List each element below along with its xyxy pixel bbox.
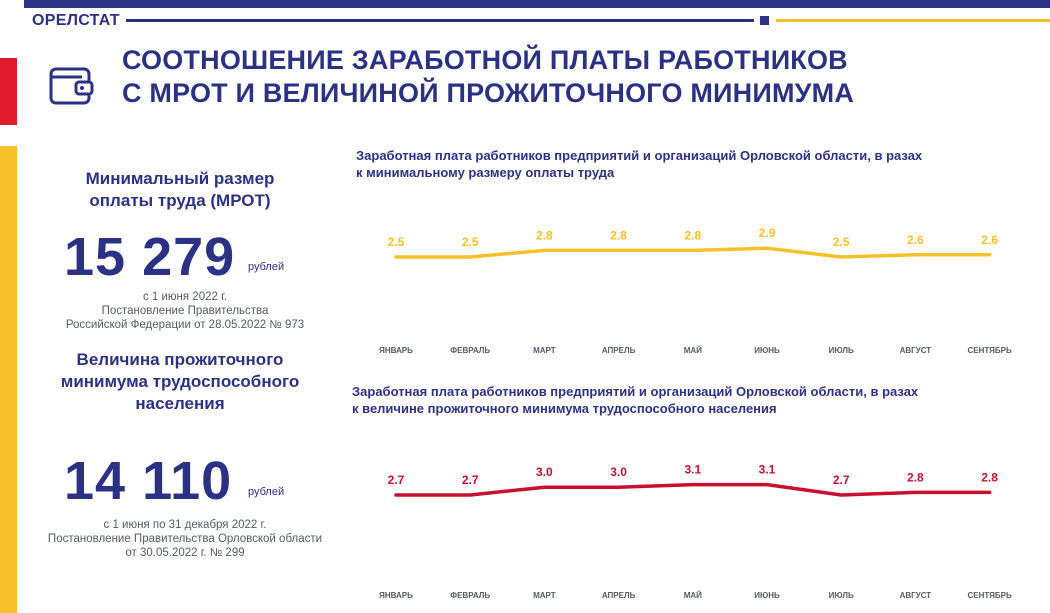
- subsistence-note-line3: от 30.05.2022 г. № 299: [125, 547, 245, 559]
- x-tick-label: МАРТ: [533, 591, 556, 600]
- mrot-note-line1: с 1 июня 2022 г.: [142, 291, 228, 303]
- data-label: 2.5: [388, 235, 405, 249]
- subsistence-heading-line3: населения: [135, 394, 225, 413]
- data-label: 2.7: [833, 473, 850, 487]
- mrot-note-line3: Российской Федерации от 28.05.2022 № 973: [65, 319, 305, 331]
- x-tick-label: СЕНТЯБРЬ: [967, 591, 1012, 600]
- data-label: 2.6: [981, 233, 998, 247]
- mrot-heading-line1: Минимальный размер: [85, 169, 275, 188]
- subsistence-value: 14 110: [64, 451, 233, 511]
- x-tick-label: ИЮНЬ: [754, 346, 780, 355]
- data-label: 3.1: [684, 463, 701, 477]
- series-line: [394, 482, 992, 497]
- mrot-note: с 1 июня 2022 г. Постановление Правитель…: [30, 290, 340, 332]
- chart2-plot: 2.7 ЯНВАРЬ 2.7 ФЕВРАЛЬ 3.0 МАРТ 3.0 АПРЕЛЬ 3.1 МА…: [379, 463, 1012, 600]
- x-tick-label: АВГУСТ: [900, 591, 932, 600]
- subsistence-unit: рублей: [248, 486, 285, 498]
- x-tick-label: МАЙ: [684, 591, 702, 600]
- chart1-title: Заработная плата работников предприятий …: [356, 147, 1016, 181]
- subsistence-note-line1: с 1 июня по 31 декабря 2022 г.: [103, 519, 267, 531]
- x-tick-label: СЕНТЯБРЬ: [967, 346, 1012, 355]
- mrot-heading: Минимальный размер оплаты труда (МРОТ): [40, 168, 320, 212]
- subsistence-note-line2: Постановление Правительства Орловской об…: [47, 533, 323, 545]
- wallet-icon: [48, 65, 94, 107]
- x-tick-label: АВГУСТ: [900, 346, 932, 355]
- data-label: 2.8: [610, 228, 627, 242]
- x-tick-label: ЯНВАРЬ: [379, 591, 413, 600]
- data-label: 2.6: [907, 233, 924, 247]
- x-tick-label: ФЕВРАЛЬ: [450, 346, 490, 355]
- page-title-line2: С МРОТ И ВЕЛИЧИНОЙ ПРОЖИТОЧНОГО МИНИМУМА: [122, 78, 855, 108]
- chart1-title-line2: к минимальному размеру оплаты труда: [356, 165, 615, 180]
- top-bar: [24, 0, 1050, 8]
- chart1-plot: 2.5 ЯНВАРЬ 2.5 ФЕВРАЛЬ 2.8 МАРТ 2.8 АПРЕЛЬ 2.8 МА…: [379, 226, 1012, 355]
- chart1-title-line1: Заработная плата работников предприятий …: [356, 148, 923, 163]
- mrot-heading-line2: оплаты труда (МРОТ): [89, 191, 271, 210]
- data-label: 2.9: [759, 226, 776, 240]
- header-rule-square: [760, 16, 769, 25]
- mrot-note-line2: Постановление Правительства: [101, 305, 269, 317]
- page-title: СООТНОШЕНИЕ ЗАРАБОТНОЙ ПЛАТЫ РАБОТНИКОВ …: [122, 44, 1022, 110]
- accent-bar-yellow: [0, 146, 17, 613]
- x-tick-label: АПРЕЛЬ: [602, 346, 636, 355]
- data-label: 3.1: [759, 463, 776, 477]
- chart2-title: Заработная плата работников предприятий …: [352, 383, 1012, 417]
- brand-logo-text: ОРЕЛСТАТ: [32, 12, 120, 29]
- chart2-title-line2: к величине прожиточного минимума трудосп…: [352, 401, 777, 416]
- subsistence-heading-line2: минимума трудоспособного: [60, 372, 300, 391]
- chart2-title-line1: Заработная плата работников предприятий …: [352, 384, 919, 399]
- mrot-unit: рублей: [248, 261, 285, 273]
- x-tick-label: ЯНВАРЬ: [379, 346, 413, 355]
- header-rule-yellow: [776, 19, 1050, 22]
- data-label: 2.8: [907, 470, 924, 484]
- page-title-line1: СООТНОШЕНИЕ ЗАРАБОТНОЙ ПЛАТЫ РАБОТНИКОВ: [122, 45, 848, 75]
- accent-bar-red: [0, 58, 17, 125]
- data-label: 2.8: [981, 470, 998, 484]
- x-tick-label: ИЮНЬ: [754, 591, 780, 600]
- x-tick-label: ИЮЛЬ: [829, 591, 854, 600]
- data-label: 3.0: [610, 465, 627, 479]
- subsistence-heading: Величина прожиточного минимума трудоспос…: [30, 349, 330, 415]
- x-tick-label: АПРЕЛЬ: [602, 591, 636, 600]
- x-tick-label: ФЕВРАЛЬ: [450, 591, 490, 600]
- data-label: 3.0: [536, 465, 553, 479]
- series-line: [394, 246, 992, 259]
- x-tick-label: МАЙ: [684, 346, 702, 355]
- data-label: 2.7: [462, 473, 479, 487]
- data-label: 2.7: [388, 473, 405, 487]
- data-label: 2.5: [462, 235, 479, 249]
- data-label: 2.8: [536, 228, 553, 242]
- subsistence-heading-line1: Величина прожиточного: [76, 350, 284, 369]
- header-rule-blue: [126, 19, 754, 22]
- x-tick-label: МАРТ: [533, 346, 556, 355]
- mrot-value: 15 279: [64, 227, 236, 287]
- subsistence-note: с 1 июня по 31 декабря 2022 г. Постановл…: [20, 518, 350, 560]
- data-label: 2.8: [684, 228, 701, 242]
- x-tick-label: ИЮЛЬ: [829, 346, 854, 355]
- data-label: 2.5: [833, 235, 850, 249]
